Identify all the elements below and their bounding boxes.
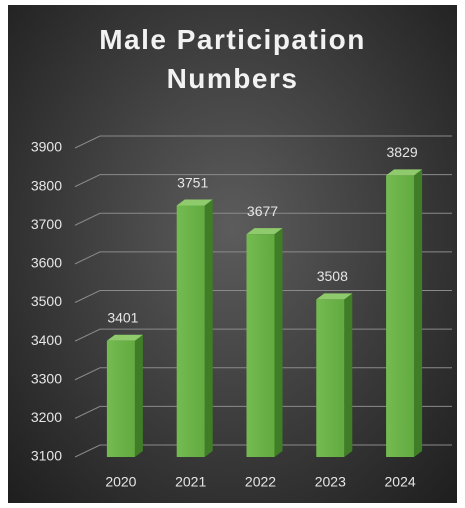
data-label: 3677 [247, 203, 278, 219]
bar-side [274, 228, 283, 457]
x-tick-label: 2023 [315, 474, 346, 490]
bar [106, 334, 143, 457]
data-label: 3829 [387, 144, 418, 160]
bar-side [204, 199, 213, 457]
bar-side [414, 169, 423, 457]
grid-line [74, 135, 452, 149]
bar-top [246, 228, 283, 235]
bar-front [316, 299, 345, 457]
y-tick-label: 3200 [31, 409, 62, 425]
chart-background [8, 5, 457, 503]
bar [246, 228, 283, 457]
bar-side [344, 293, 353, 457]
bar-top [316, 293, 353, 300]
y-tick-label: 3600 [31, 255, 62, 271]
y-tick-label: 3900 [31, 139, 62, 155]
y-tick-label: 3500 [31, 293, 62, 309]
y-tick-label: 3100 [31, 448, 62, 464]
bar-front [246, 234, 275, 457]
bar [176, 199, 213, 457]
y-tick-label: 3300 [31, 370, 62, 386]
grid-line [74, 251, 452, 265]
grid-line [74, 174, 452, 188]
x-tick-label: 2024 [385, 474, 416, 490]
data-label: 3401 [107, 309, 138, 325]
y-tick-label: 3800 [31, 177, 62, 193]
bar-front [106, 340, 135, 457]
grid-line [74, 212, 452, 226]
data-label: 3508 [317, 268, 348, 284]
x-tick-label: 2021 [175, 474, 206, 490]
bar-top [106, 334, 143, 341]
grid-line [74, 290, 452, 303]
x-tick-label: 2020 [105, 474, 136, 490]
bar-side [134, 334, 143, 457]
bar [386, 169, 423, 457]
x-tick-label: 2022 [245, 474, 276, 490]
bar-front [176, 205, 205, 457]
bar-front [386, 175, 415, 457]
chart-title: Male Participation Numbers [99, 24, 366, 94]
data-label: 3751 [177, 174, 208, 190]
bar-top [176, 199, 213, 206]
bar-top [386, 169, 423, 176]
bar [316, 293, 353, 457]
y-tick-label: 3700 [31, 216, 62, 232]
y-tick-label: 3400 [31, 332, 62, 348]
